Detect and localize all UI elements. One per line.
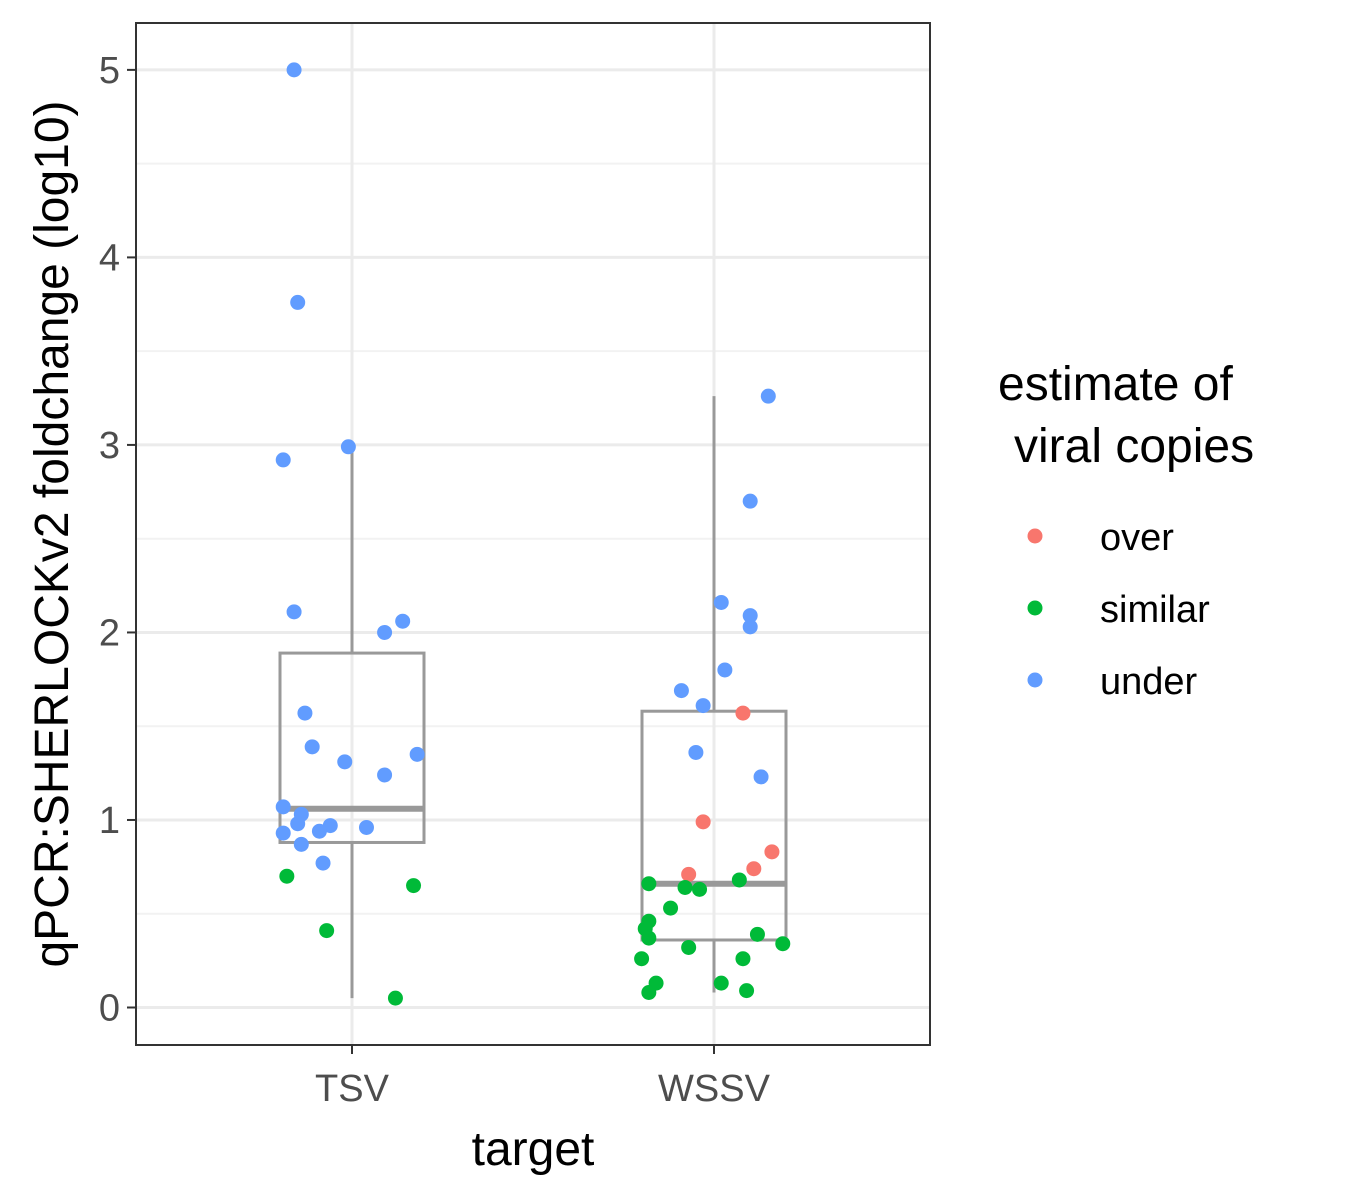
point-under — [275, 825, 291, 841]
point-under — [395, 613, 411, 629]
point-under — [275, 452, 291, 468]
legend-key-over — [1027, 528, 1043, 544]
minor-gridlines — [136, 162, 930, 915]
y-axis-ticks: 0 1 2 3 4 5 — [99, 50, 136, 1029]
legend-keys: over similar under — [1027, 517, 1210, 703]
y-tick-label: 5 — [99, 50, 120, 92]
point-under — [358, 819, 374, 835]
point-under — [286, 604, 302, 620]
point-under — [742, 608, 758, 624]
point-under — [409, 746, 425, 762]
point-under — [290, 816, 306, 832]
legend-title-line1: estimate of — [998, 358, 1233, 411]
legend: estimate of viral copies over similar unde… — [998, 358, 1254, 703]
legend-key-under — [1027, 672, 1043, 688]
point-similar — [681, 939, 697, 955]
point-under — [753, 769, 769, 785]
point-over — [695, 814, 711, 830]
legend-title-line2: viral copies — [1014, 420, 1254, 473]
point-similar — [775, 936, 791, 952]
point-over — [764, 844, 780, 860]
point-under — [315, 855, 331, 871]
point-similar — [713, 975, 729, 991]
box-iqr — [640, 709, 788, 942]
point-under — [304, 739, 320, 755]
point-similar — [739, 983, 755, 999]
point-similar — [692, 881, 708, 897]
legend-label-similar: similar — [1100, 589, 1210, 631]
boxplot-wssv — [640, 396, 788, 993]
point-similar — [279, 868, 295, 884]
y-tick-label: 3 — [99, 425, 120, 467]
legend-label-over: over — [1100, 517, 1174, 559]
boxplots — [278, 396, 788, 999]
point-under — [742, 619, 758, 635]
x-tick-label: WSSV — [658, 1068, 771, 1110]
data-points — [275, 62, 791, 1006]
point-under — [695, 698, 711, 714]
legend-label-under: under — [1100, 661, 1198, 703]
point-under — [377, 624, 393, 640]
point-under — [286, 62, 302, 78]
point-under — [760, 388, 776, 404]
point-over — [681, 866, 697, 882]
point-similar — [749, 926, 765, 942]
point-under — [742, 493, 758, 509]
point-similar — [406, 878, 422, 894]
y-tick-label: 2 — [99, 612, 120, 654]
point-under — [717, 662, 733, 678]
box-iqr — [278, 651, 426, 844]
point-under — [293, 836, 309, 852]
point-under — [311, 823, 327, 839]
point-similar — [735, 951, 751, 967]
point-under — [673, 683, 689, 699]
point-similar — [641, 876, 657, 892]
point-over — [735, 705, 751, 721]
y-tick-label: 4 — [99, 237, 120, 279]
legend-key-similar — [1027, 600, 1043, 616]
point-similar — [641, 984, 657, 1000]
y-tick-label: 0 — [99, 987, 120, 1029]
point-under — [297, 705, 313, 721]
point-similar — [634, 951, 650, 967]
point-under — [337, 754, 353, 770]
point-under — [275, 799, 291, 815]
point-similar — [663, 900, 679, 916]
point-similar — [731, 872, 747, 888]
point-similar — [641, 930, 657, 946]
point-under — [340, 439, 356, 455]
y-axis-title: qPCR:SHERLOCKv2 foldchange (log10) — [26, 100, 79, 967]
point-under — [688, 744, 704, 760]
panel-border — [135, 22, 931, 1046]
point-under — [290, 294, 306, 310]
point-under — [713, 594, 729, 610]
point-similar — [319, 923, 335, 939]
x-axis-title: target — [472, 1123, 595, 1176]
x-tick-label: TSV — [315, 1068, 390, 1110]
point-under — [377, 767, 393, 783]
point-similar — [387, 990, 403, 1006]
y-tick-label: 1 — [99, 800, 120, 842]
point-over — [746, 861, 762, 877]
point-similar — [677, 879, 693, 895]
x-axis-ticks: TSV WSSV — [315, 1045, 771, 1110]
